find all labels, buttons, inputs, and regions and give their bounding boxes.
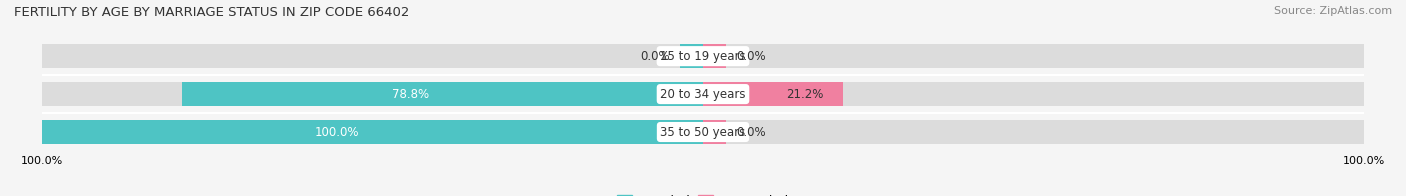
Text: 78.8%: 78.8% (392, 88, 429, 101)
Legend: Married, Unmarried: Married, Unmarried (617, 195, 789, 196)
Text: 15 to 19 years: 15 to 19 years (661, 50, 745, 63)
Bar (42, 44, 703, 68)
Bar (681, 44, 703, 68)
Text: 100.0%: 100.0% (315, 125, 360, 139)
Bar (703, 44, 1364, 68)
Bar (703, 120, 725, 144)
Text: 21.2%: 21.2% (786, 88, 824, 101)
Bar (703, 82, 1364, 106)
Text: 0.0%: 0.0% (640, 50, 669, 63)
Bar (703, 44, 725, 68)
Bar (183, 82, 703, 106)
Bar (42, 82, 703, 106)
Bar (42, 120, 703, 144)
Text: 35 to 50 years: 35 to 50 years (661, 125, 745, 139)
Text: 0.0%: 0.0% (737, 50, 766, 63)
Text: FERTILITY BY AGE BY MARRIAGE STATUS IN ZIP CODE 66402: FERTILITY BY AGE BY MARRIAGE STATUS IN Z… (14, 6, 409, 19)
Bar (703, 82, 844, 106)
Text: 20 to 34 years: 20 to 34 years (661, 88, 745, 101)
Text: Source: ZipAtlas.com: Source: ZipAtlas.com (1274, 6, 1392, 16)
Bar (703, 120, 1364, 144)
Text: 0.0%: 0.0% (737, 125, 766, 139)
Bar (42, 120, 703, 144)
